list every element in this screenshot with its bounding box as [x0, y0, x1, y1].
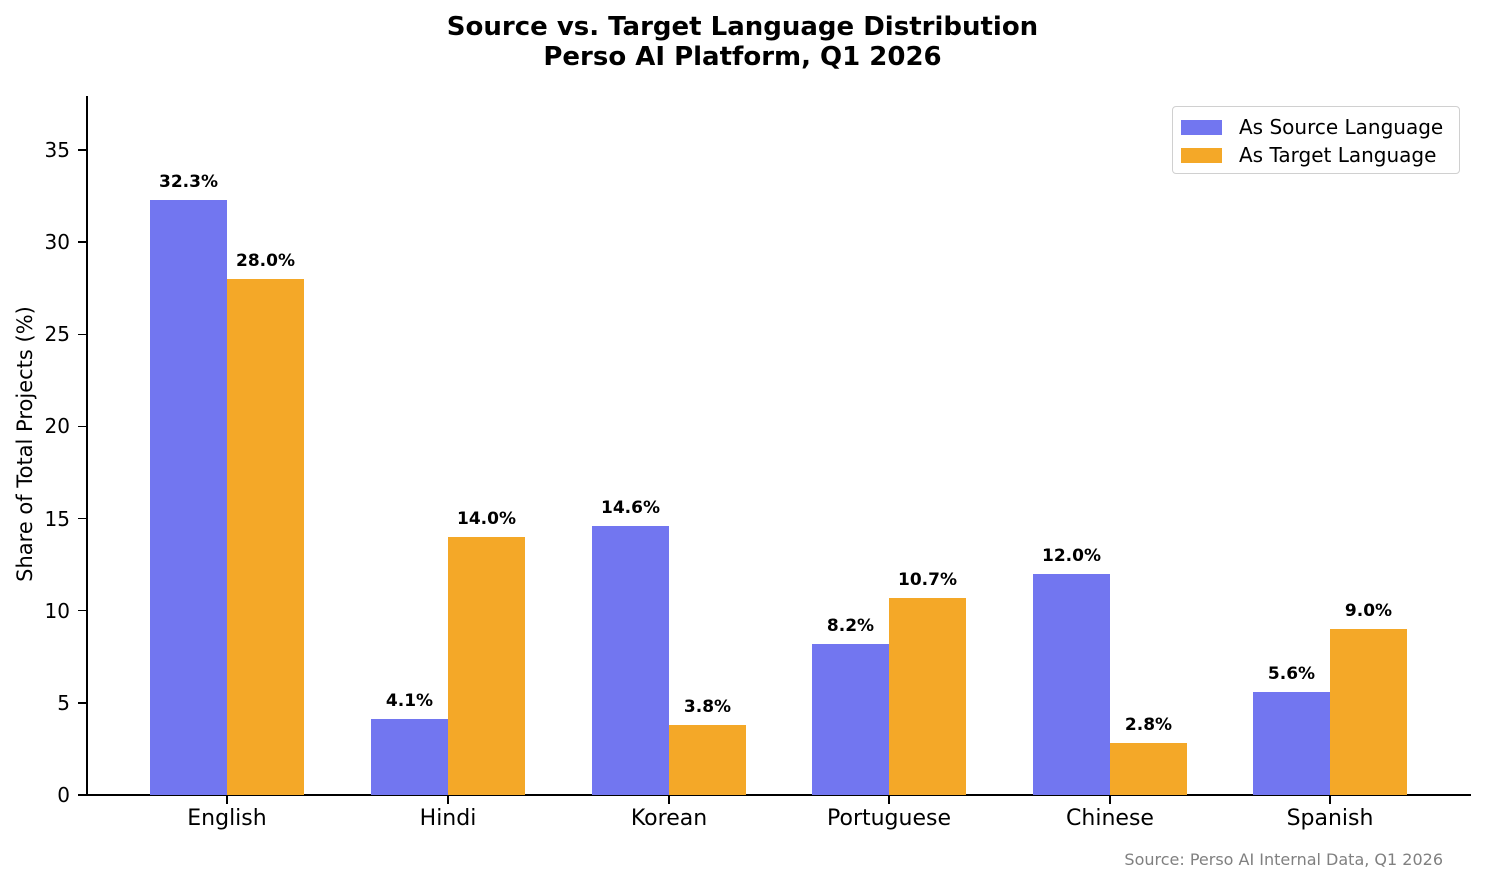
- y-tick: [78, 149, 86, 151]
- x-tick-label-chinese: Chinese: [1066, 806, 1154, 831]
- x-tick: [1109, 796, 1111, 804]
- y-tick-label: 5: [57, 690, 70, 715]
- legend: As Source Language As Target Language: [1172, 106, 1460, 174]
- y-tick: [78, 425, 86, 428]
- chart-subtitle: Perso AI Platform, Q1 2026: [543, 42, 942, 72]
- source-bar-hindi: [371, 719, 448, 795]
- y-tick-label: 15: [44, 506, 70, 531]
- bar-value-label: 9.0%: [1344, 601, 1393, 622]
- x-axis: [86, 794, 1471, 796]
- target-bar-spanish: [1330, 629, 1407, 795]
- target-bar-korean: [669, 724, 746, 795]
- bar-value-label: 10.7%: [898, 569, 957, 590]
- y-tick-label: 25: [44, 322, 70, 347]
- chart-title: Source vs. Target Language Distribution: [446, 12, 1039, 42]
- y-tick-label: 35: [44, 137, 70, 162]
- bar-value-label: 14.0%: [457, 508, 516, 529]
- bar-value-label: 14.6%: [601, 497, 660, 518]
- source-bar-korean: [592, 525, 669, 795]
- x-tick: [888, 796, 890, 804]
- x-tick-label-english: English: [187, 806, 267, 831]
- legend-swatch-source: [1181, 119, 1222, 135]
- source-bar-english: [150, 199, 227, 795]
- legend-swatch-target: [1181, 147, 1222, 163]
- legend-item-target: As Target Language: [1181, 143, 1437, 167]
- target-bar-chinese: [1110, 743, 1187, 795]
- bar-value-label: 2.8%: [1124, 715, 1173, 736]
- x-tick: [447, 796, 449, 804]
- y-tick-label: 0: [57, 783, 70, 807]
- y-tick: [78, 241, 86, 243]
- bar-value-label: 12.0%: [1042, 545, 1101, 566]
- y-tick: [78, 794, 86, 796]
- y-tick-label: 20: [44, 414, 70, 439]
- bar-value-label: 5.6%: [1267, 663, 1316, 684]
- source-bar-spanish: [1253, 691, 1330, 795]
- y-tick-label: 10: [44, 598, 70, 623]
- target-bar-english: [227, 278, 304, 795]
- y-tick: [78, 333, 86, 335]
- y-tick: [78, 609, 86, 612]
- source-note: Source: Perso AI Internal Data, Q1 2026: [1124, 850, 1443, 869]
- y-tick: [78, 517, 86, 520]
- y-tick: [78, 702, 86, 704]
- bar-value-label: 3.8%: [683, 696, 732, 717]
- source-bar-portuguese: [812, 643, 889, 795]
- x-tick-label-portuguese: Portuguese: [827, 806, 951, 831]
- x-tick-label-korean: Korean: [630, 806, 708, 831]
- legend-label-source: As Source Language: [1239, 115, 1444, 139]
- source-bar-chinese: [1033, 573, 1110, 795]
- target-bar-portuguese: [889, 597, 966, 795]
- bar-value-label: 4.1%: [385, 691, 434, 712]
- bar-value-label: 8.2%: [826, 615, 875, 636]
- legend-label-target: As Target Language: [1239, 143, 1437, 167]
- bar-value-label: 32.3%: [159, 171, 218, 192]
- bar-value-label: 28.0%: [236, 250, 295, 271]
- target-bar-hindi: [448, 536, 525, 795]
- x-tick-label-spanish: Spanish: [1286, 806, 1374, 831]
- x-tick: [226, 796, 228, 804]
- y-axis: [86, 96, 88, 796]
- y-tick-label: 30: [44, 230, 70, 255]
- x-tick: [1329, 796, 1331, 804]
- x-tick: [668, 796, 670, 804]
- x-tick-label-hindi: Hindi: [419, 806, 477, 831]
- legend-item-source: As Source Language: [1181, 115, 1444, 139]
